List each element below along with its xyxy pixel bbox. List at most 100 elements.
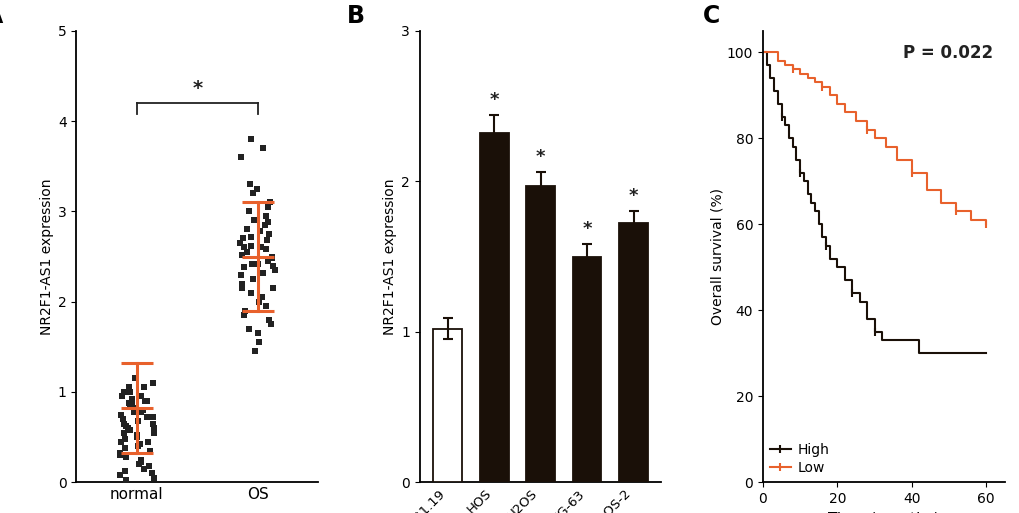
Point [112,449,128,458]
Text: C: C [702,4,719,28]
Point [244,232,260,241]
Point [235,311,252,319]
Point [255,144,271,152]
Point [142,446,158,455]
Point [243,135,259,143]
Point [247,347,263,356]
Point [251,338,267,346]
Point [118,422,135,430]
Point [254,293,270,301]
Point [146,473,162,482]
Point [117,467,133,476]
Point [249,185,265,193]
Point [126,374,143,383]
Point [118,453,135,461]
Point [124,401,141,409]
Point [113,438,129,446]
Point [127,404,144,412]
Point [244,260,260,268]
Point [267,266,283,274]
Point [115,388,131,396]
Point [145,420,161,428]
Point [112,451,128,459]
Point [121,383,138,391]
X-axis label: Time (months): Time (months) [827,511,938,513]
Bar [526,186,554,482]
Point [132,392,149,401]
Point [246,216,262,225]
Point [130,460,147,468]
Point [132,408,149,416]
Point [255,269,271,277]
Point [121,401,138,409]
Point [135,406,151,414]
Point [121,426,138,434]
Point [261,198,277,206]
Point [240,325,257,333]
Point [137,465,153,473]
Point [113,410,129,419]
Point [257,245,273,253]
Y-axis label: NR2F1-AS1 expression: NR2F1-AS1 expression [40,178,54,335]
Point [259,218,275,226]
Point [238,248,255,256]
Point [243,242,259,250]
Text: *: * [535,148,545,166]
Point [117,476,133,484]
Point [126,408,143,416]
Point [116,420,132,428]
Bar [572,256,601,482]
Point [258,302,274,310]
Point [252,227,268,235]
Point [259,236,275,244]
Text: A: A [0,4,3,28]
Point [145,379,161,387]
Point [261,230,277,238]
Point [140,438,156,446]
Point [129,442,146,450]
Point [253,243,269,251]
Point [245,189,261,198]
Point [232,270,249,279]
Point [129,417,146,425]
Point [132,440,149,448]
Text: P = 0.022: P = 0.022 [902,44,993,62]
Bar [619,223,647,482]
Legend: High, Low: High, Low [769,443,828,475]
Point [111,471,127,479]
Bar [479,133,508,482]
Point [235,263,252,271]
Point [139,413,155,421]
Bar [433,329,462,482]
Point [265,262,281,270]
Point [242,180,258,188]
Point [115,415,131,423]
Point [250,329,266,338]
Text: *: * [489,91,498,109]
Point [263,254,279,263]
Point [122,388,139,396]
Point [250,260,266,268]
Text: *: * [628,187,638,205]
Point [257,221,273,229]
Point [116,428,132,437]
Point [259,257,275,265]
Point [259,203,275,211]
Point [238,225,255,233]
Point [245,275,261,283]
Point [141,462,157,470]
Point [233,250,250,259]
Point [145,413,161,421]
Point [120,424,137,432]
Point [232,153,249,161]
Point [242,207,258,215]
Point [123,395,140,403]
Point [260,315,276,324]
Point [236,307,253,315]
Point [264,284,280,292]
Point [233,270,250,279]
Point [234,280,251,288]
Point [244,288,260,297]
Point [235,243,252,251]
Y-axis label: NR2F1-AS1 expression: NR2F1-AS1 expression [382,178,396,335]
